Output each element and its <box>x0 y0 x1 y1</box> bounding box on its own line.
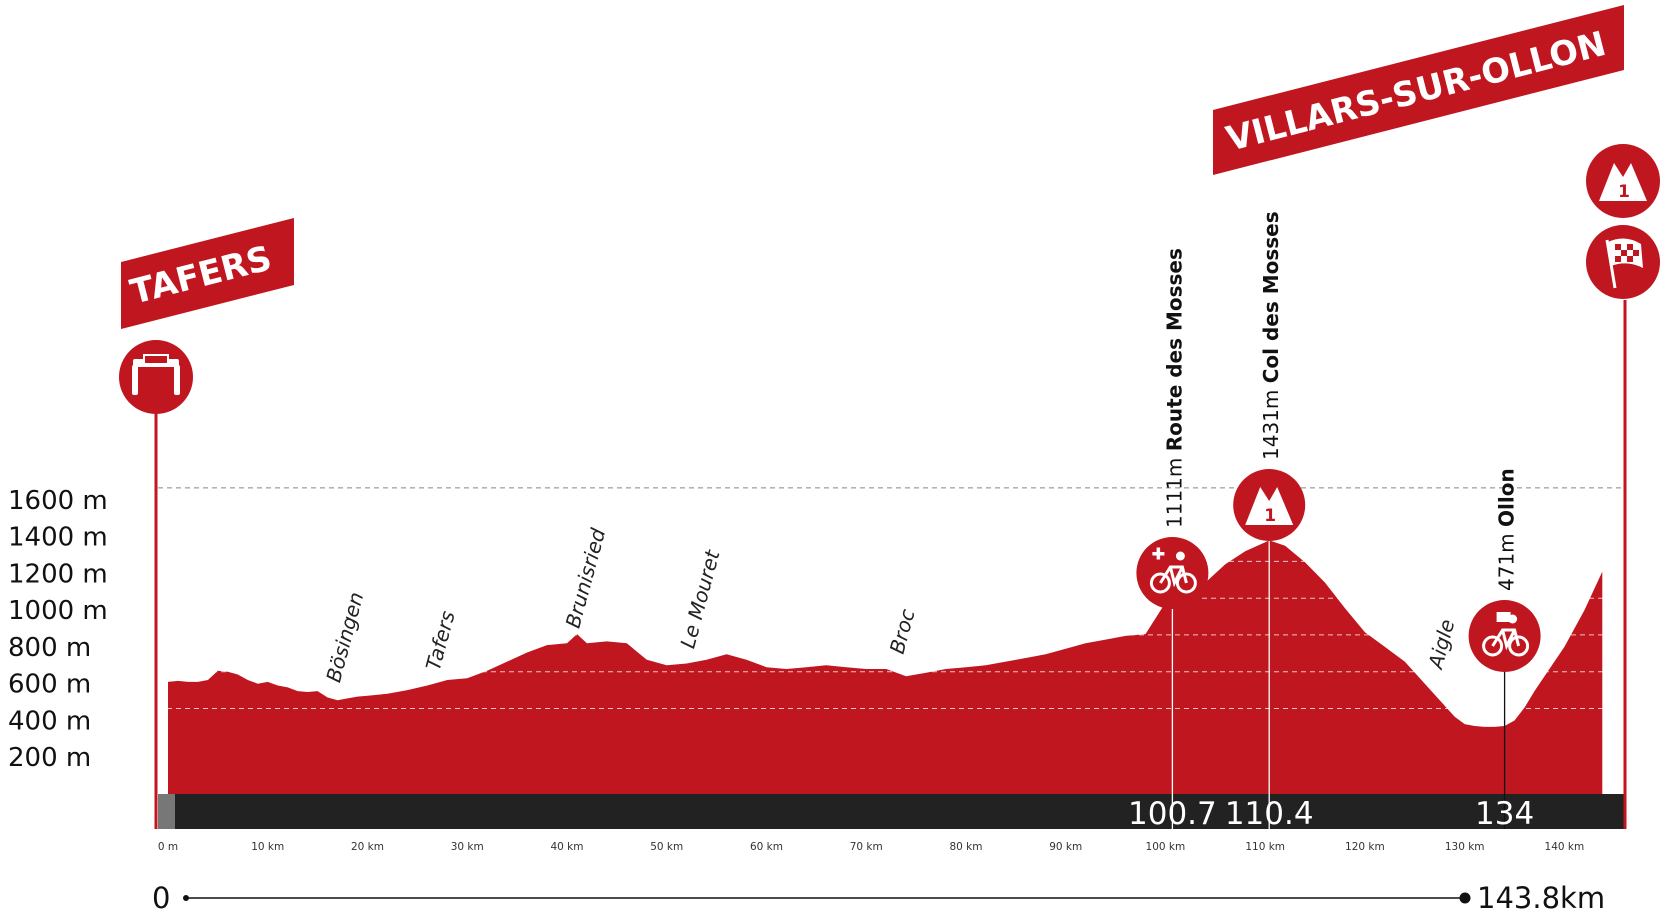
start-banner: TAFERS <box>121 218 294 329</box>
start-km-label: 0 <box>152 881 170 915</box>
x-axis-tick-labels: 0 m 10 km 20 km 30 km 40 km 50 km 60 km 70 km 80… <box>158 841 1584 853</box>
finish-banner: VILLARS-SUR-OLLON <box>1213 5 1624 175</box>
elevation-profile-area <box>168 540 1603 794</box>
x-tick-label: 30 km <box>451 841 484 853</box>
place-label: Broc <box>885 606 920 656</box>
intermediate-sprint-icon <box>1468 600 1541 672</box>
x-tick-label: 90 km <box>1049 841 1082 853</box>
distance-bar <box>175 794 1626 829</box>
key-point-name: Ollon <box>1495 468 1519 527</box>
mountain-cat-1-icon: 1 <box>1233 469 1306 541</box>
place-label: Tafers <box>421 608 460 673</box>
y-tick-label: 800 m <box>8 633 91 663</box>
key-point-km: 100.7 <box>1128 796 1217 832</box>
key-point-name: Route des Mosses <box>1162 248 1186 451</box>
key-point-name: Col des Mosses <box>1259 211 1283 383</box>
x-tick-label: 80 km <box>949 841 982 853</box>
distance-line-end-dot <box>1459 892 1471 904</box>
key-points: 100.7 1111m Route des Mosses 110.4 1431m Co… <box>1128 211 1541 832</box>
x-tick-label: 40 km <box>550 841 583 853</box>
x-tick-label: 70 km <box>850 841 883 853</box>
finish-name: VILLARS-SUR-OLLON <box>1222 24 1610 160</box>
x-tick-label: 120 km <box>1345 841 1385 853</box>
y-tick-label: 1600 m <box>8 486 108 516</box>
x-tick-label: 140 km <box>1545 841 1585 853</box>
x-tick-label: 110 km <box>1245 841 1285 853</box>
x-tick-label: 100 km <box>1146 841 1186 853</box>
distance-bar-start-marker <box>158 794 175 829</box>
y-tick-label: 1200 m <box>8 559 108 589</box>
key-point-altitude: 1431m <box>1259 383 1283 460</box>
x-tick-label: 130 km <box>1445 841 1485 853</box>
key-point-label: 471m Ollon <box>1495 468 1519 591</box>
finish-flag-icon <box>1586 225 1660 299</box>
x-tick-label: 50 km <box>650 841 683 853</box>
y-tick-label: 200 m <box>8 743 91 773</box>
finish-climb-category: 1 <box>1618 182 1630 202</box>
key-point-altitude: 471m <box>1495 527 1519 591</box>
key-point-label: 1431m Col des Mosses <box>1259 211 1283 460</box>
key-point-km: 110.4 <box>1225 796 1314 832</box>
place-label: Aigle <box>1423 617 1460 673</box>
sprint-bonus-icon <box>1136 537 1209 609</box>
x-tick-label: 20 km <box>351 841 384 853</box>
x-tick-label: 10 km <box>251 841 284 853</box>
key-point-km: 134 <box>1475 796 1534 832</box>
x-tick-label: 0 m <box>158 841 178 853</box>
y-tick-label: 600 m <box>8 670 91 700</box>
start-arch-icon <box>119 340 193 414</box>
key-point-altitude: 1111m <box>1162 451 1186 528</box>
y-tick-label: 1400 m <box>8 523 108 553</box>
distance-line-start-dot <box>183 895 189 901</box>
y-tick-label: 1000 m <box>8 596 108 626</box>
climb-category: 1 <box>1264 506 1276 526</box>
y-tick-label: 400 m <box>8 707 91 737</box>
total-distance-label: 143.8km <box>1477 881 1605 915</box>
mountain-cat-1-icon: 1 <box>1586 144 1660 218</box>
x-tick-label: 60 km <box>750 841 783 853</box>
place-label: Brunisried <box>561 526 611 631</box>
key-point-label: 1111m Route des Mosses <box>1162 248 1186 528</box>
grid-overlay <box>158 524 1625 709</box>
place-label: Bösingen <box>321 589 368 684</box>
y-axis-labels: 200 m 400 m 600 m 800 m 1000 m 1200 m 1400 m 16… <box>8 486 108 773</box>
